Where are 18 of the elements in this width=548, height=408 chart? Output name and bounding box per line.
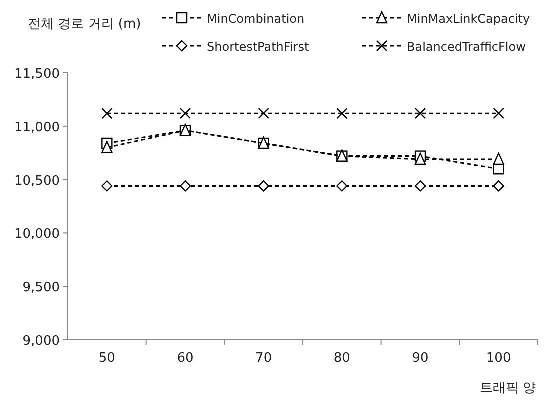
legend-label: MinMaxLinkCapacity [407,12,530,26]
y-tick-label: 11,000 [14,120,60,136]
y-axis-title: 전체 경로 거리 (m) [28,17,142,32]
x-tick-label: 80 [334,351,350,366]
x-tick-label: 100 [486,351,512,366]
y-tick-label: 11,500 [14,67,60,82]
x-tick-label: 70 [256,351,272,366]
y-tick-label: 9,500 [22,280,60,296]
y-tick-label: 10,000 [14,227,60,242]
y-tick-label: 10,500 [14,174,60,189]
legend-label: MinCombination [207,12,305,26]
x-tick-label: 50 [98,351,116,366]
x-tick-label: 60 [177,351,194,366]
x-axis-title: 트래픽 양 [480,381,536,396]
x-tick-label: 90 [412,351,429,366]
y-tick-label: 9,000 [22,334,60,349]
legend-label: BalancedTrafficFlow [407,40,526,54]
legend-label: ShortestPathFirst [207,40,310,54]
